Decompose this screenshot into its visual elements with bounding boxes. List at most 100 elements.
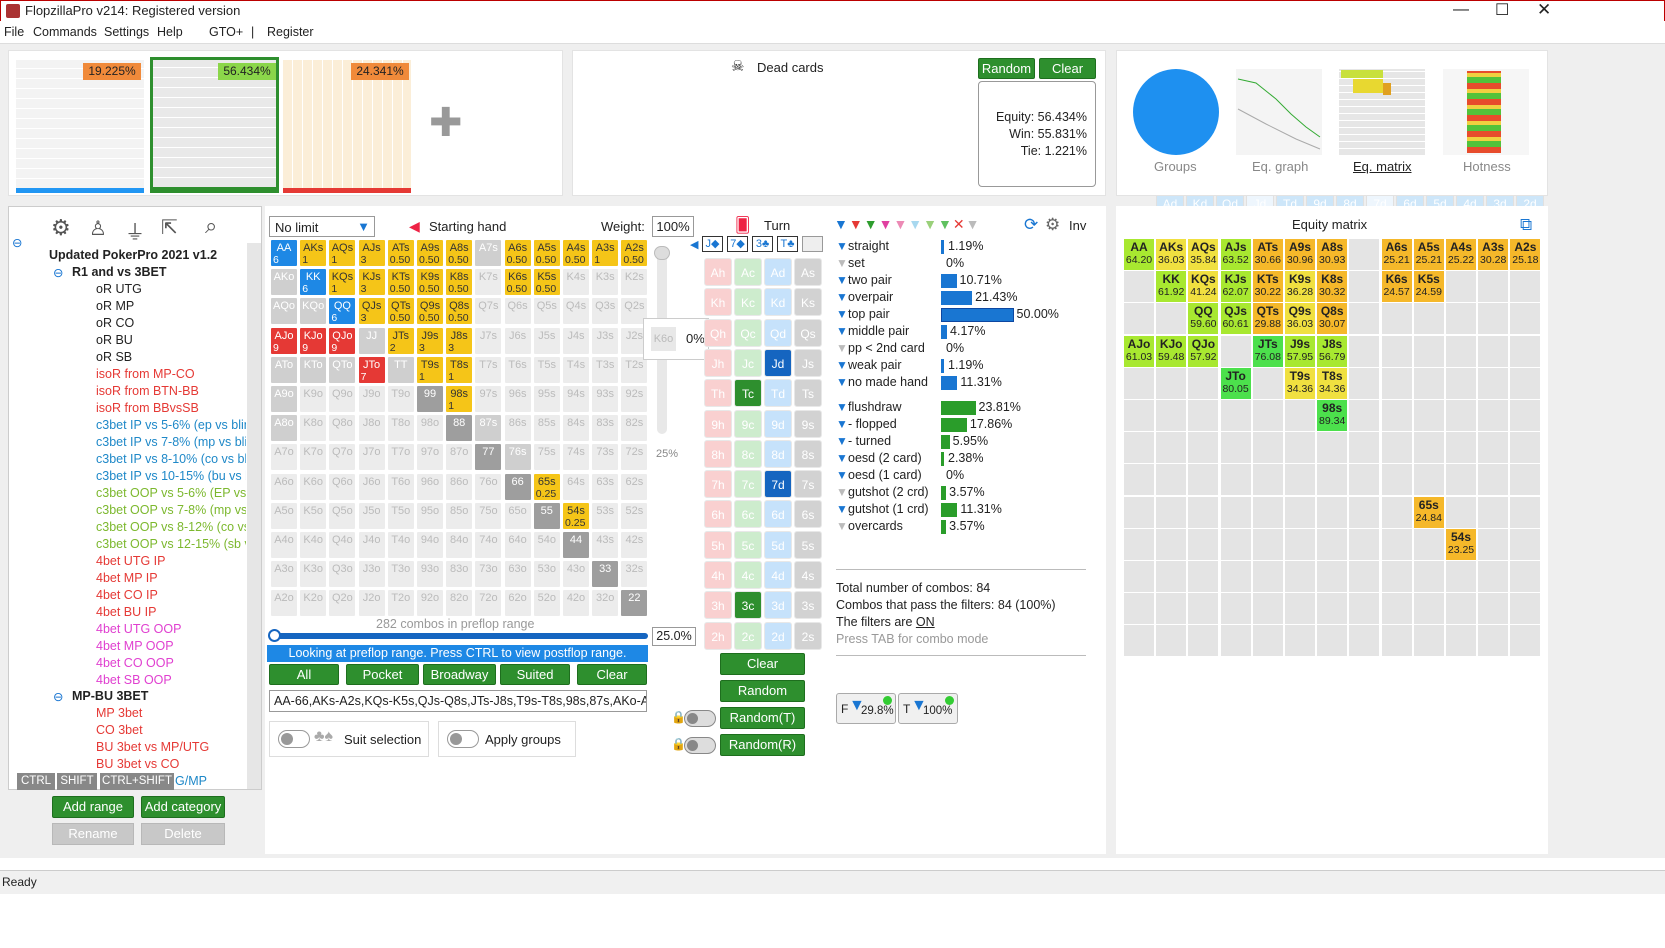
hand-cell[interactable]: QJo 9 — [328, 326, 357, 355]
hand-cell[interactable]: Q3s — [591, 297, 620, 326]
eq-graph-thumb[interactable] — [1236, 69, 1322, 155]
hand-cell[interactable]: T4o — [386, 531, 415, 559]
all-button[interactable]: All — [269, 664, 339, 685]
clear-hand-button[interactable]: Clear — [577, 664, 647, 685]
menu-register[interactable]: Register — [267, 25, 314, 39]
hand-cell[interactable]: 84o — [445, 531, 474, 559]
hand-cell[interactable]: KQo — [299, 297, 328, 326]
matrix-cell[interactable]: A4s 25.22 — [1446, 239, 1476, 270]
turn-card-Ac[interactable]: Ac — [734, 258, 762, 286]
collapse-icon[interactable]: ⊖ — [12, 236, 23, 250]
hand-cell[interactable]: 76o — [474, 472, 503, 501]
matrix-cell[interactable]: JTs 76.08 — [1252, 335, 1283, 367]
tree-item[interactable]: 4bet CO OOP — [96, 656, 174, 670]
turn-card-6s[interactable]: 6s — [794, 500, 822, 529]
hand-cell[interactable]: KJo 9 — [299, 326, 328, 355]
tree-item[interactable]: c3bet IP vs 10-15% (bu vs blin — [96, 469, 246, 483]
hand-cell[interactable]: QTs 0.50 — [386, 297, 415, 326]
hand-cell[interactable]: TT — [386, 355, 415, 384]
tree-item[interactable]: oR CO — [96, 316, 135, 330]
hand-cell[interactable]: J9o — [357, 385, 386, 413]
hand-cell[interactable]: T5s — [532, 355, 561, 384]
hand-cell[interactable]: 96s — [503, 385, 532, 413]
filter-icon[interactable]: ▼ — [836, 290, 848, 304]
hand-cell[interactable]: AQs 1 — [328, 239, 357, 267]
tree-item[interactable]: isoR from BTN-BB — [96, 384, 199, 398]
menu-gto[interactable]: GTO+ — [209, 25, 244, 39]
hand-cell[interactable]: A5o — [270, 501, 298, 530]
add-range-plus-icon[interactable]: ✚ — [429, 101, 463, 145]
hand-cell[interactable]: Q7o — [328, 443, 357, 472]
hand-cell[interactable]: T7s — [474, 355, 503, 384]
filter-color-icons[interactable]: ▼▼▼▼▼▼▼▼✕▼ — [834, 216, 981, 232]
hand-cell[interactable]: 95o — [416, 501, 444, 530]
hand-cell[interactable]: 95s — [532, 385, 561, 413]
turn-card-4c[interactable]: 4c — [734, 561, 762, 589]
delete-button[interactable]: Delete — [141, 823, 225, 845]
matrix-cell[interactable]: T8s 34.36 — [1317, 367, 1348, 399]
hand-cell[interactable]: 96o — [416, 472, 444, 501]
hand-cell[interactable]: T8s 1 — [445, 355, 474, 384]
hand-cell[interactable]: 92o — [416, 589, 444, 618]
hand-cell[interactable]: Q5o — [328, 501, 357, 530]
filter-icon[interactable]: ▼ — [836, 239, 848, 253]
filter-icon[interactable]: ▼ — [836, 400, 848, 414]
turn-card-7d[interactable]: 7d — [764, 470, 792, 499]
hand-cell[interactable]: K9o — [299, 385, 328, 413]
hand-cell[interactable]: J5o — [357, 501, 386, 530]
tree-root[interactable]: Updated PokerPro 2021 v1.2 — [49, 248, 218, 262]
filter-icon[interactable]: ▼ — [836, 468, 848, 482]
turn-card-Th[interactable]: Th — [704, 379, 732, 408]
matrix-cell[interactable]: AJo 61.03 — [1124, 335, 1154, 367]
hand-cell[interactable]: Q5s — [532, 297, 561, 326]
hand-cell[interactable]: A6s 0.50 — [503, 239, 532, 267]
hand-cell[interactable]: 53o — [532, 560, 561, 589]
hand-cell[interactable]: 85o — [445, 501, 474, 530]
hand-cell[interactable]: 54o — [532, 531, 561, 559]
turn-card-Td[interactable]: Td — [764, 379, 792, 408]
hand-cell[interactable]: 94s — [562, 385, 590, 413]
hand-cell[interactable]: J8s 3 — [445, 326, 474, 355]
turn-card-7c[interactable]: 7c — [734, 470, 762, 499]
hand-cell[interactable]: J6s — [503, 326, 532, 355]
hand-cell[interactable]: A7s — [474, 239, 503, 267]
matrix-cell[interactable]: KQs 41.24 — [1188, 271, 1219, 303]
matrix-cell[interactable]: A3s 30.28 — [1478, 239, 1509, 270]
tree-item[interactable]: G/MP — [175, 774, 207, 788]
hand-cell[interactable]: T2o — [386, 589, 415, 618]
hand-cell[interactable]: 44 — [562, 531, 590, 559]
turn-card-Jd[interactable]: Jd — [764, 348, 792, 377]
turn-card-3h[interactable]: 3h — [704, 591, 732, 620]
filter-icon[interactable]: ▼ — [836, 417, 848, 431]
matrix-cell[interactable]: AKs 36.03 — [1156, 239, 1187, 270]
turn-card-8h[interactable]: 8h — [704, 439, 732, 468]
hand-cell[interactable]: KQs 1 — [328, 268, 357, 297]
hand-cell[interactable]: K3o — [299, 560, 328, 589]
hand-cell[interactable]: Q7s — [474, 297, 503, 326]
lock-icon[interactable]: 🔒 — [671, 710, 686, 724]
tree-category-2[interactable]: MP-BU 3BET — [72, 689, 149, 703]
combo-slider[interactable] — [270, 633, 648, 639]
tree-item[interactable]: CO 3bet — [96, 723, 143, 737]
tree-item[interactable]: 4bet CO IP — [96, 588, 158, 602]
turn-card-Ks[interactable]: Ks — [794, 288, 822, 317]
hand-cell[interactable]: A9o — [270, 385, 298, 413]
tree-item[interactable]: c3bet IP vs 7-8% (mp vs blind — [96, 435, 246, 449]
add-category-button[interactable]: Add category — [141, 796, 225, 818]
hand-cell[interactable]: 98o — [416, 414, 444, 443]
hand-cell[interactable]: Q4s — [562, 297, 590, 326]
hand-cell[interactable]: Q3o — [328, 560, 357, 589]
hand-cell[interactable]: KK 6 — [299, 268, 328, 297]
turn-card-Qh[interactable]: Qh — [704, 318, 732, 347]
turn-card-9c[interactable]: 9c — [734, 409, 762, 438]
hand-cell[interactable]: 73o — [474, 560, 503, 589]
turn-card-Js[interactable]: Js — [794, 348, 822, 377]
hand-cell[interactable]: JTo 7 — [357, 355, 386, 384]
tree-item[interactable]: 4bet BU IP — [96, 605, 157, 619]
filter-icon[interactable]: ▼ — [836, 375, 848, 389]
filters-on-link[interactable]: ON — [915, 615, 935, 629]
hand-cell[interactable]: K3s — [591, 268, 620, 297]
view-eq-graph[interactable]: Eq. graph — [1252, 159, 1309, 174]
turn-card-6c[interactable]: 6c — [734, 500, 762, 529]
hand-cell[interactable]: 42o — [562, 589, 590, 618]
